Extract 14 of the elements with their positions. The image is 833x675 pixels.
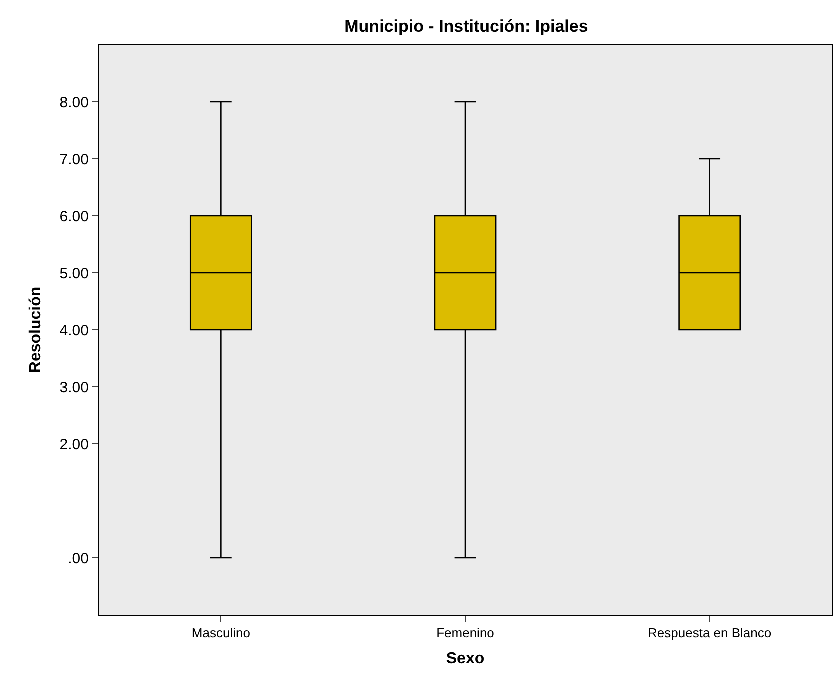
y-tick-label: 7.00 [60,151,89,168]
chart-title: Municipio - Institución: Ipiales [344,17,588,36]
y-axis-title: Resolución [28,286,45,374]
y-tick-label: .00 [68,550,89,568]
x-tick-label: Masculino [192,626,250,641]
y-tick-label: 2.00 [60,436,89,454]
y-tick-label: 5.00 [60,265,89,282]
x-axis-title: Sexo [446,650,485,668]
y-tick-label: 3.00 [60,379,89,396]
y-tick-label: 6.00 [60,208,89,226]
x-tick-label: Respuesta en Blanco [648,626,772,641]
y-tick-label: 8.00 [60,94,89,112]
x-tick-label: Femenino [436,626,494,641]
y-tick-label: 4.00 [60,322,89,340]
